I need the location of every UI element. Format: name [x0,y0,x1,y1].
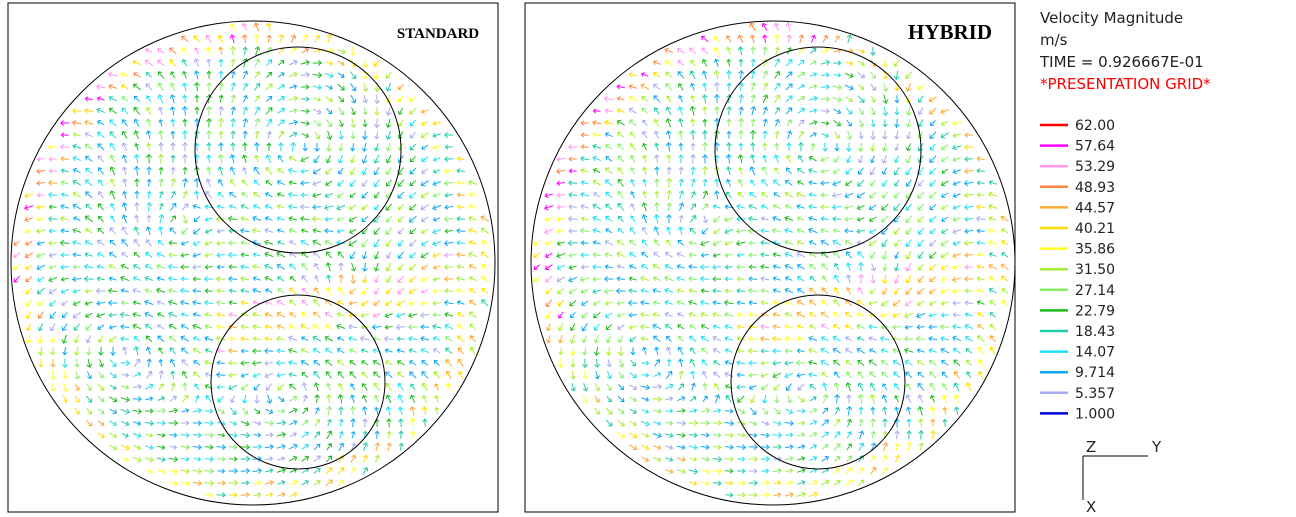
velocity-arrows [534,49,1009,497]
velocity-arrows [534,23,815,318]
legend-label: 62.00 [1075,118,1115,134]
legend-label: 57.64 [1075,139,1115,155]
panel-label: STANDARD [397,26,479,42]
legend-label: 44.57 [1075,200,1115,216]
axis-label: Y [1151,438,1162,456]
vector-field [14,23,489,497]
axis-label: X [1086,498,1096,516]
panel-label: HYBRID [908,20,992,44]
axis-triad: Z Y X [1083,438,1162,516]
legend-label: 48.93 [1075,180,1115,196]
legend-label: 9.714 [1075,365,1115,381]
panel: STANDARD [8,3,498,512]
vector-field [534,23,1009,498]
legend-unit: m/s [1040,31,1068,49]
velocity-arrows [14,24,489,497]
velocity-arrows [545,23,973,329]
velocity-arrows [546,23,828,306]
valve-circle [211,295,385,469]
legend-label: 31.50 [1075,262,1115,278]
legend-label: 18.43 [1075,324,1115,340]
velocity-arrows [558,47,1008,497]
valve-circle [731,295,905,469]
velocity-arrows [37,47,489,497]
legend-label: 53.29 [1075,159,1115,175]
figure: STANDARD HYBRID Velocity Magnitude m/s T… [0,0,1296,517]
legend-grid: *PRESENTATION GRID* [1040,75,1211,93]
velocity-arrows [25,23,489,497]
legend-label: 40.21 [1075,221,1115,237]
legend-label: 35.86 [1075,242,1115,258]
legend-label: 14.07 [1075,345,1115,361]
velocity-arrows [547,36,1009,497]
legend: Velocity Magnitude m/s TIME = 0.926667E-… [1039,9,1211,422]
velocity-arrows [38,47,489,497]
domain-circle [531,21,1015,505]
panel: HYBRID [525,3,1015,512]
legend-time: TIME = 0.926667E-01 [1039,53,1204,71]
axis-label: Z [1086,438,1096,456]
domain-circle [11,21,495,505]
velocity-arrows [49,47,489,497]
legend-label: 1.000 [1075,406,1115,422]
valve-circle [195,47,401,253]
legend-label: 5.357 [1075,386,1115,402]
valve-circle [715,47,921,253]
legend-label: 27.14 [1075,283,1115,299]
legend-label: 22.79 [1075,303,1115,319]
legend-title: Velocity Magnitude [1040,9,1183,27]
page: STANDARD HYBRID Velocity Magnitude m/s T… [0,0,1296,517]
